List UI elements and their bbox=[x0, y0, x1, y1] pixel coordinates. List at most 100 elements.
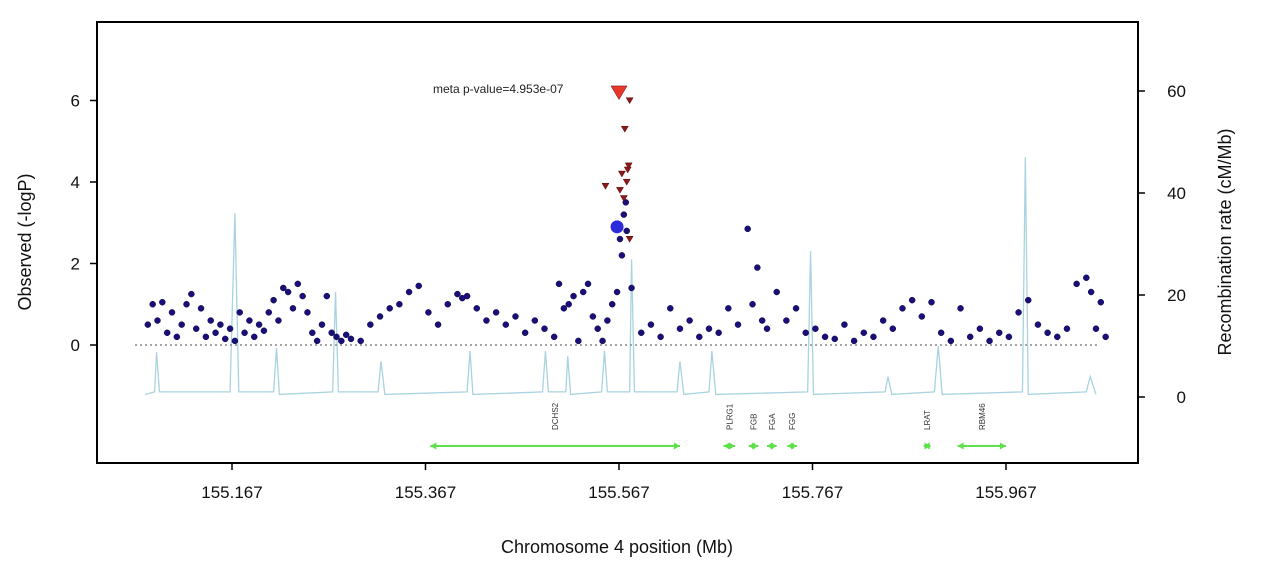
y2-tick-label: 60 bbox=[1167, 82, 1186, 101]
snp-point bbox=[221, 335, 229, 343]
gene-arrow-right bbox=[1000, 442, 1006, 450]
gene-arrow-left bbox=[957, 442, 964, 450]
y-axis-left: 0 2 4 6 bbox=[71, 92, 97, 355]
snp-point bbox=[318, 321, 326, 328]
recombination-rate-line bbox=[144, 157, 1097, 396]
snp-point bbox=[304, 309, 311, 316]
snp-point bbox=[821, 333, 829, 341]
snp-point bbox=[144, 321, 152, 328]
gene-arrow-right bbox=[791, 442, 798, 450]
snp-point bbox=[575, 337, 582, 345]
snp-point bbox=[463, 292, 471, 300]
x-axis-label: Chromosome 4 position (Mb) bbox=[501, 537, 733, 557]
reference-snp-point bbox=[610, 220, 624, 234]
snp-point bbox=[1102, 333, 1109, 341]
snp-point bbox=[454, 290, 461, 298]
y-tick-label: 6 bbox=[71, 92, 80, 111]
x-tick-label: 155.967 bbox=[975, 483, 1036, 502]
snp-point bbox=[425, 309, 432, 316]
snp-point bbox=[173, 333, 181, 341]
snp-point bbox=[608, 301, 616, 308]
x-tick-label: 155.367 bbox=[395, 483, 456, 502]
y2-axis-label: Recombination rate (cM/Mb) bbox=[1215, 128, 1235, 355]
snp-point bbox=[638, 329, 645, 337]
snp-point bbox=[594, 325, 601, 332]
snp-point bbox=[255, 321, 263, 328]
snp-point bbox=[966, 333, 974, 341]
snp-point bbox=[338, 337, 345, 345]
snp-point bbox=[773, 288, 780, 296]
annotation-label: meta p-value=4.953e-07 bbox=[433, 82, 564, 96]
snp-point bbox=[599, 337, 606, 345]
snp-point bbox=[236, 309, 243, 316]
snp-point bbox=[415, 282, 422, 290]
snp-point bbox=[512, 313, 519, 320]
snp-point bbox=[284, 288, 292, 296]
snp-point bbox=[299, 292, 306, 300]
snp-point bbox=[686, 317, 693, 324]
snp-point bbox=[763, 325, 771, 332]
snp-point bbox=[313, 337, 321, 345]
gene-label: PLRG1 bbox=[725, 403, 734, 430]
x-axis: 155.167 155.367 155.567 155.767 155.967 bbox=[201, 463, 1037, 502]
snp-point bbox=[231, 337, 239, 345]
plot-frame bbox=[96, 21, 1139, 464]
ld-snp-point bbox=[601, 183, 610, 190]
snp-point bbox=[260, 327, 268, 334]
recombination-rate-line-group bbox=[144, 157, 1097, 396]
snp-point bbox=[870, 333, 877, 341]
gene-arrow-right bbox=[770, 442, 777, 450]
x-tick-label: 155.567 bbox=[588, 483, 649, 502]
snp-point bbox=[376, 313, 384, 320]
ld-snp-point bbox=[625, 236, 634, 243]
snp-point bbox=[226, 325, 234, 332]
snp-point bbox=[715, 329, 722, 337]
gene-arrow-right bbox=[752, 442, 759, 450]
snp-point bbox=[502, 321, 510, 328]
snp-point bbox=[434, 321, 442, 328]
snp-point bbox=[541, 325, 548, 332]
snp-point bbox=[178, 321, 185, 328]
snp-point bbox=[618, 252, 626, 259]
snp-point bbox=[1063, 325, 1071, 332]
snp-point bbox=[812, 325, 819, 332]
ld-snp-point bbox=[623, 166, 632, 174]
snp-point bbox=[207, 317, 214, 324]
gene-arrow-left bbox=[430, 442, 437, 450]
snp-point bbox=[976, 325, 984, 332]
snp-point bbox=[928, 298, 935, 306]
snp-point bbox=[589, 313, 597, 320]
snp-point bbox=[860, 329, 868, 337]
x-tick-label: 155.767 bbox=[782, 483, 843, 502]
gene-label: RBM46 bbox=[978, 403, 987, 430]
snp-point bbox=[620, 211, 628, 218]
snp-point bbox=[1005, 333, 1013, 341]
snp-point bbox=[734, 321, 742, 328]
snp-point bbox=[367, 321, 374, 328]
y-axis-right: 0 20 40 60 bbox=[1138, 82, 1186, 407]
snp-point bbox=[1087, 288, 1095, 296]
snp-point bbox=[251, 333, 258, 341]
snp-point bbox=[995, 329, 1003, 337]
snp-point bbox=[1025, 296, 1032, 304]
snp-point bbox=[246, 317, 253, 324]
snp-point bbox=[342, 331, 350, 339]
snp-point bbox=[265, 309, 273, 316]
snp-point bbox=[159, 298, 166, 306]
snp-point bbox=[323, 292, 331, 300]
snp-point bbox=[937, 329, 945, 337]
snp-point bbox=[183, 301, 190, 308]
y-tick-label: 0 bbox=[71, 336, 80, 355]
snp-point bbox=[831, 335, 839, 343]
snp-point bbox=[657, 333, 664, 341]
y2-tick-label: 20 bbox=[1167, 286, 1186, 305]
snp-point bbox=[270, 296, 277, 304]
snp-point bbox=[396, 301, 403, 308]
snp-point bbox=[841, 321, 848, 328]
ld-snp-point bbox=[625, 97, 634, 105]
snp-point bbox=[667, 305, 674, 312]
gene-track: DCHS2 PLRG1 FGB FGA FGG LRAT RBM46 bbox=[430, 402, 1006, 450]
ld-snp-point bbox=[616, 187, 624, 194]
gene-arrow-left bbox=[723, 442, 730, 450]
snp-point bbox=[168, 309, 176, 316]
